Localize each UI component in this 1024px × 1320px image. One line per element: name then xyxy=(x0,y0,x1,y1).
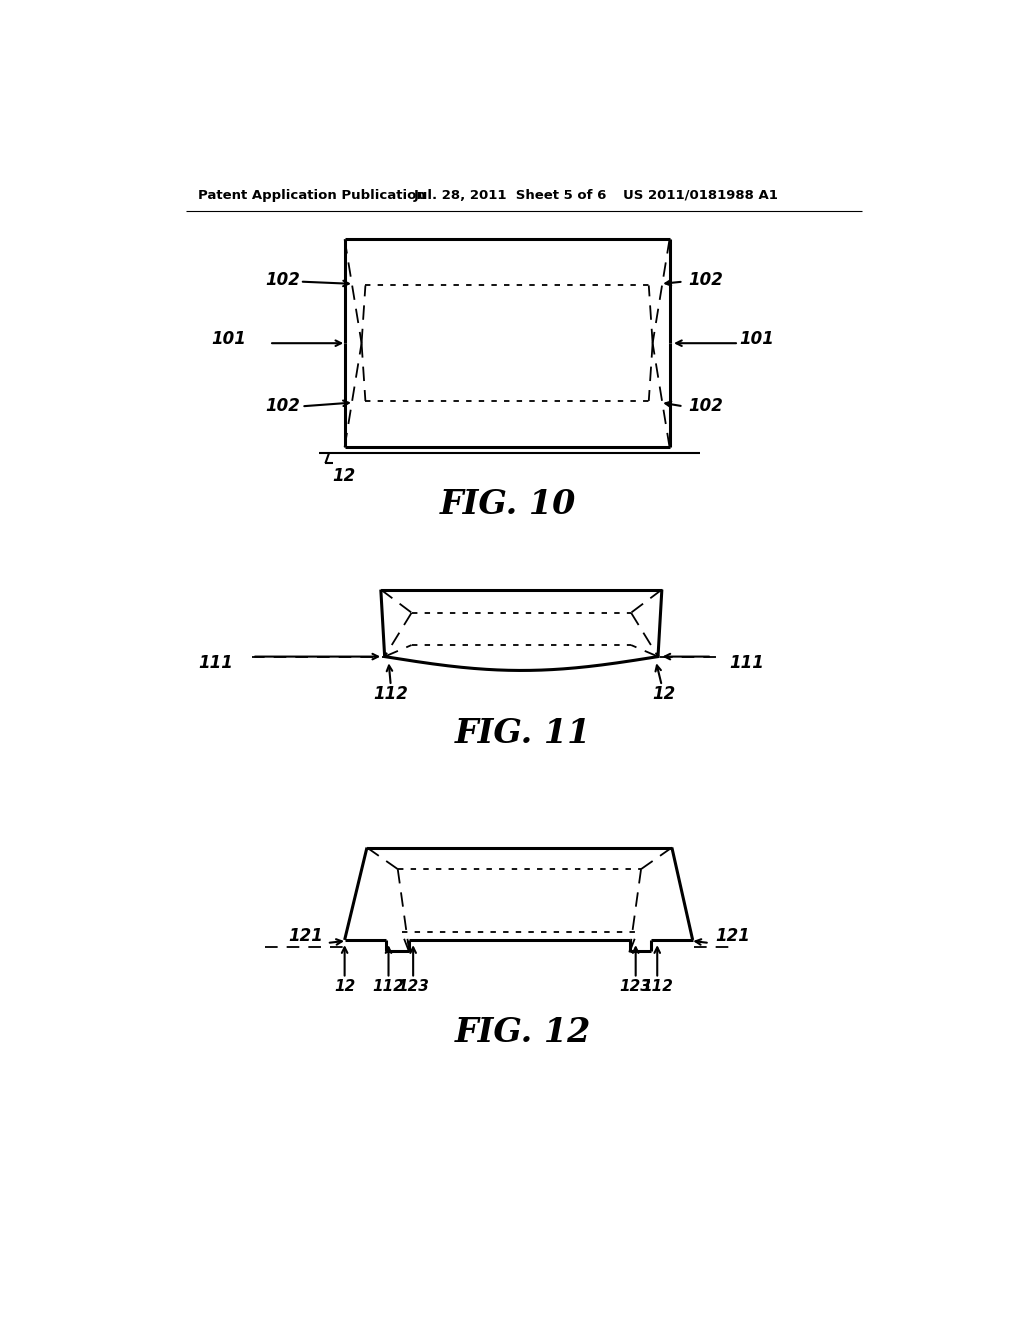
Text: US 2011/0181988 A1: US 2011/0181988 A1 xyxy=(624,189,778,202)
Text: FIG. 11: FIG. 11 xyxy=(455,717,592,750)
Text: 101: 101 xyxy=(739,330,774,348)
Text: 102: 102 xyxy=(265,397,300,416)
Text: FIG. 10: FIG. 10 xyxy=(439,488,577,521)
Text: FIG. 12: FIG. 12 xyxy=(455,1016,592,1049)
Text: 102: 102 xyxy=(265,271,300,289)
Text: 12: 12 xyxy=(333,467,355,484)
Text: 12: 12 xyxy=(652,685,676,702)
Text: 111: 111 xyxy=(198,653,233,672)
Text: 101: 101 xyxy=(211,330,247,348)
Text: Patent Application Publication: Patent Application Publication xyxy=(199,189,426,202)
Text: 112: 112 xyxy=(641,978,673,994)
Text: 112: 112 xyxy=(374,685,409,702)
Text: Jul. 28, 2011  Sheet 5 of 6: Jul. 28, 2011 Sheet 5 of 6 xyxy=(414,189,607,202)
Text: 123: 123 xyxy=(397,978,429,994)
Text: 12: 12 xyxy=(334,978,355,994)
Text: 121: 121 xyxy=(716,927,751,945)
Text: 111: 111 xyxy=(730,653,765,672)
Text: 121: 121 xyxy=(288,927,323,945)
Text: 112: 112 xyxy=(373,978,404,994)
Text: 102: 102 xyxy=(688,397,723,416)
Text: 123: 123 xyxy=(620,978,651,994)
Text: 102: 102 xyxy=(688,271,723,289)
